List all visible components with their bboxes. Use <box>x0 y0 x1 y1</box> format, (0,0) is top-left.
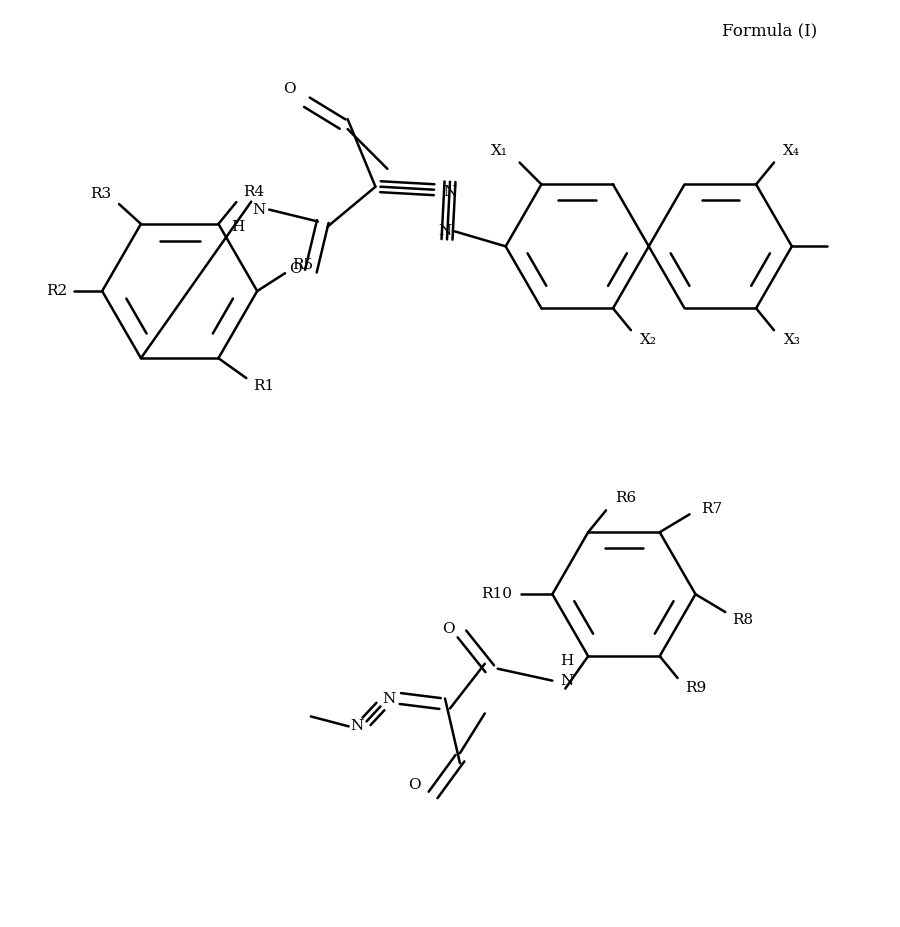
Text: R6: R6 <box>616 491 636 505</box>
Text: O: O <box>442 622 454 636</box>
Text: X₂: X₂ <box>640 333 657 347</box>
Text: N: N <box>382 692 395 705</box>
Text: H: H <box>561 654 574 667</box>
Text: O: O <box>289 262 302 276</box>
Text: R8: R8 <box>733 613 753 627</box>
Text: R10: R10 <box>482 587 512 602</box>
Text: H: H <box>230 221 244 235</box>
Text: N: N <box>438 224 452 238</box>
Text: R4: R4 <box>244 185 265 199</box>
Text: O: O <box>283 83 295 96</box>
Text: Formula (I): Formula (I) <box>723 22 818 39</box>
Text: R5: R5 <box>292 259 313 273</box>
Text: X₃: X₃ <box>783 333 800 347</box>
Text: X₄: X₄ <box>783 144 800 158</box>
Text: R2: R2 <box>46 284 68 298</box>
Text: R3: R3 <box>91 187 112 201</box>
Text: O: O <box>408 778 420 792</box>
Text: N: N <box>444 184 456 198</box>
Text: X₁: X₁ <box>491 144 508 158</box>
Text: R9: R9 <box>685 681 706 695</box>
Text: N: N <box>561 674 574 688</box>
Text: N: N <box>350 719 364 733</box>
Text: N: N <box>253 203 266 217</box>
Text: R1: R1 <box>254 379 274 393</box>
Text: R7: R7 <box>701 502 722 516</box>
